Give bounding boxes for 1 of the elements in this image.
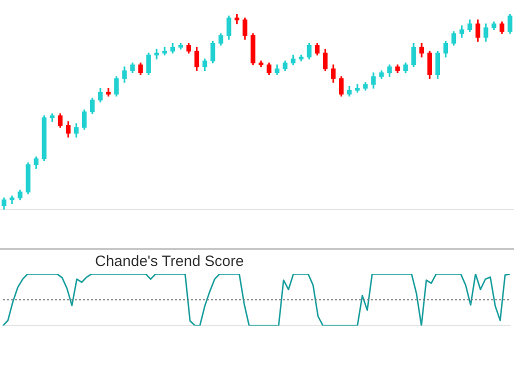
chart-title: Chande's Trend Score	[95, 253, 244, 270]
